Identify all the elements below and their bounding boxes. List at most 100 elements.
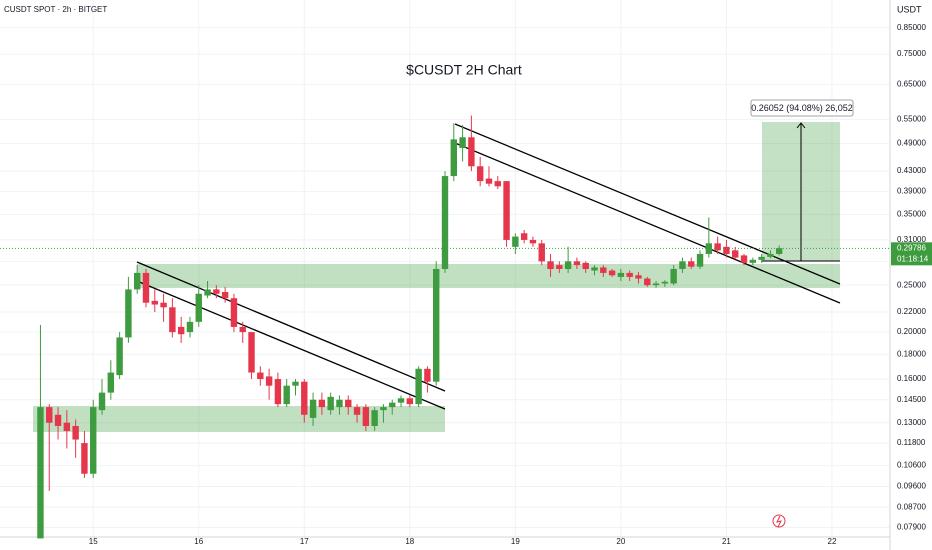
y-tick-label: 0.20000 [897,327,926,336]
candle-body [424,368,431,382]
chart-title: $CUSDT 2H Chart [406,62,522,78]
candle-body [309,399,317,418]
y-tick-label: 0.55000 [897,114,926,123]
candle-body [265,376,273,386]
y-tick-label: 0.18000 [897,349,926,358]
alert-icon-bolt [776,515,782,528]
symbol-label: CUSDT SPOT · 2h · BITGET [4,5,107,14]
x-tick-label: 17 [300,537,309,546]
candle-body [389,402,396,408]
candle-body [714,243,721,251]
candle-body [160,302,167,308]
candle-body [547,261,554,269]
candle-body [749,259,757,263]
candle-body [723,246,730,254]
y-tick-label: 0.39000 [897,187,926,196]
x-tick-label: 16 [194,537,203,546]
candle-body [670,268,677,284]
alert-icon[interactable] [772,514,786,528]
candle-body [512,236,519,247]
candle-body [758,256,765,260]
candle-body [397,398,405,403]
candle-body [433,268,440,382]
candle-body [133,272,141,290]
measure-label: 0.26052 (94.08%) 26,052 [751,103,853,113]
candle-body [46,407,53,423]
candle-body [107,372,115,393]
candle-body [169,307,176,333]
candle-body [72,425,79,440]
y-tick-label: 0.10600 [897,461,926,470]
candle-body [775,248,783,254]
candle-body [600,267,607,273]
candle-body [54,414,62,426]
candle-body [476,166,484,182]
y-tick-label: 0.14500 [897,395,926,404]
countdown-label: 01:18:14 [897,254,929,263]
candle-body [696,253,704,267]
candle-body [503,181,510,240]
candle-body [221,292,229,299]
y-tick-label: 0.07900 [897,523,926,532]
candle-body [90,407,97,474]
y-tick-label: 0.43000 [897,166,926,175]
candle-body [538,243,545,262]
candle-body [441,176,449,269]
candle-body [345,399,352,408]
trend-line [454,123,841,285]
candle-body [239,326,246,333]
y-tick-label: 0.13000 [897,418,926,427]
candle-body [564,261,572,269]
candle-body [591,267,598,271]
y-tick-label: 0.09600 [897,482,926,491]
candle-body [740,255,748,263]
candle-body [292,381,299,386]
candle-body [626,272,633,277]
candle-body [415,368,422,405]
candle-body [582,262,589,269]
y-tick-label: 0.35000 [897,210,926,219]
candle-body [644,278,651,286]
candle-body [336,399,343,408]
candle-body [573,261,581,266]
candle-body [151,300,158,305]
candle-body [635,275,642,279]
candle-body [679,261,686,269]
y-tick-label: 0.25000 [897,280,926,289]
x-tick-label: 21 [722,537,731,546]
candle-body [177,326,185,335]
candle-body [301,381,308,415]
candle-body [230,298,238,327]
candle-body [353,407,361,415]
candle-body [406,398,414,405]
measure-label-box [750,99,854,117]
candle-body [81,443,88,474]
candle-body [688,261,695,267]
candle-body [485,178,493,184]
candle-body [257,372,264,380]
candle-body [732,250,739,258]
candle-body [450,139,457,177]
y-unit: USDT [897,4,922,14]
candle-body [195,293,202,322]
candle-body [186,321,194,333]
candle-body [652,283,660,286]
candle-body [661,281,669,284]
candle-body [608,270,616,276]
y-tick-label: 0.31000 [897,235,926,244]
candle-body [125,289,132,338]
y-tick-label: 0.65000 [897,79,926,88]
candle-body [318,399,326,408]
x-tick-label: 19 [511,537,520,546]
candle-body [459,137,466,148]
support-zone [137,264,840,288]
candle-body [371,410,378,426]
trend-line [454,142,841,304]
candle-body [468,137,475,167]
candle-body [204,289,211,296]
y-tick-label: 0.11800 [897,438,926,447]
x-tick-label: 15 [89,537,98,546]
candle-body [556,265,563,269]
